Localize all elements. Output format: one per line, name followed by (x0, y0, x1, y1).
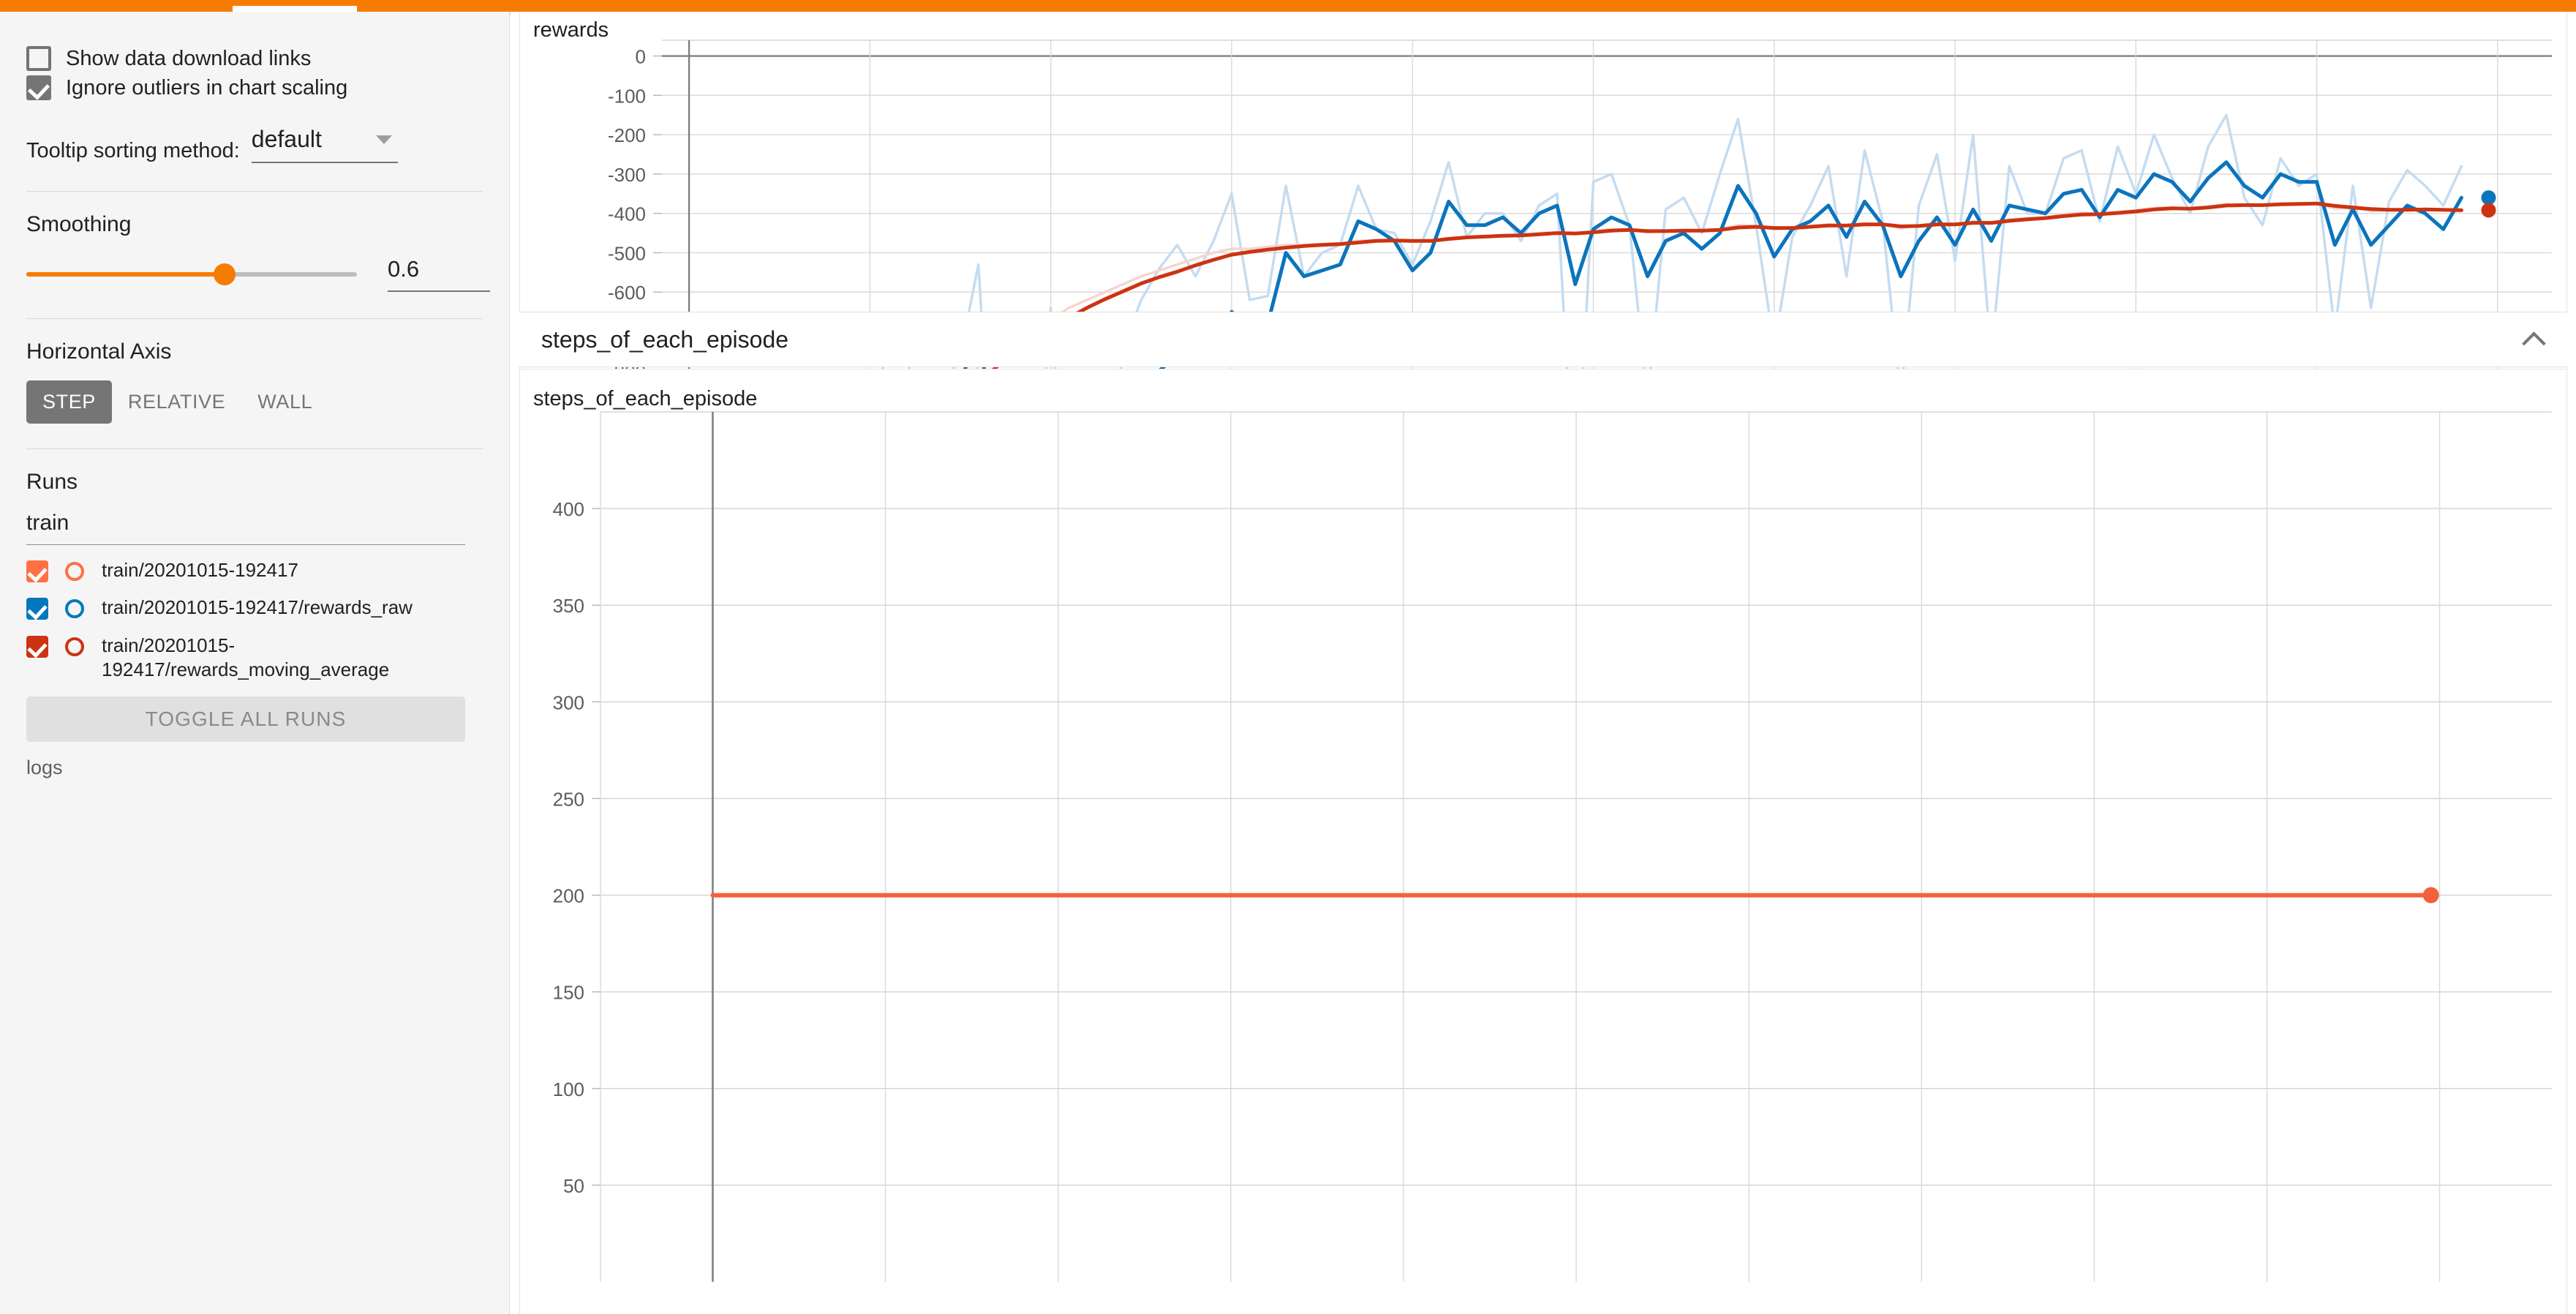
run-color-circle-icon (65, 599, 84, 619)
horizontal-axis-title: Horizontal Axis (26, 339, 172, 364)
smoothing-value-input[interactable]: 0.6 (388, 256, 490, 292)
run-item[interactable]: train/20201015-192417 (26, 558, 490, 582)
smoothing-slider-fill (26, 271, 225, 277)
runs-section: Runs train train/20201015-192417 train/2… (19, 470, 490, 779)
svg-text:350: 350 (553, 595, 584, 617)
runs-filter-input[interactable]: train (26, 511, 465, 545)
runs-title: Runs (26, 470, 78, 494)
run-label: train/20201015-192417/rewards_raw (102, 596, 413, 619)
run-checkbox[interactable] (26, 635, 48, 658)
svg-text:100: 100 (553, 1078, 584, 1100)
show-data-download-links-label: Show data download links (66, 46, 312, 70)
svg-text:400: 400 (553, 498, 584, 520)
horizontal-axis-relative-button[interactable]: RELATIVE (127, 391, 226, 413)
chevron-down-icon (375, 135, 392, 144)
run-item[interactable]: train/20201015-192417/rewards_moving_ave… (26, 634, 490, 683)
run-item[interactable]: train/20201015-192417/rewards_raw (26, 596, 490, 620)
ignore-outliers-row[interactable]: Ignore outliers in chart scaling (26, 73, 490, 102)
smoothing-slider[interactable] (26, 263, 357, 285)
svg-text:250: 250 (553, 788, 584, 810)
ignore-outliers-label: Ignore outliers in chart scaling (66, 75, 348, 100)
svg-text:-200: -200 (608, 124, 646, 146)
svg-text:-100: -100 (608, 85, 646, 107)
divider-smoothing-top (26, 191, 483, 192)
smoothing-slider-row[interactable]: 0.6 (26, 256, 490, 292)
svg-text:-400: -400 (608, 203, 646, 225)
divider-haxis-top (26, 318, 483, 319)
svg-text:150: 150 (553, 982, 584, 1004)
run-checkbox[interactable] (26, 560, 48, 582)
app-top-bar (0, 0, 2576, 12)
steps-section-header[interactable]: steps_of_each_episode (519, 312, 2567, 367)
svg-text:50: 50 (563, 1175, 584, 1197)
run-color-circle-icon (65, 562, 84, 581)
svg-text:-500: -500 (608, 242, 646, 264)
divider-runs-top (26, 448, 483, 449)
charts-area: rewards 0-100-200-300-400-500-600-700-80… (511, 12, 2576, 1314)
logs-label: logs (26, 757, 63, 779)
svg-text:300: 300 (553, 691, 584, 713)
rewards-chart-title: rewards (533, 18, 609, 42)
chevron-up-icon[interactable] (2523, 328, 2545, 350)
tooltip-sorting-select[interactable]: default (251, 126, 398, 163)
steps-plot[interactable]: 400 350 300 250 200 150 100 50 (520, 408, 2561, 1314)
smoothing-slider-thumb[interactable] (214, 263, 236, 285)
smoothing-section: Smoothing 0.6 (19, 212, 490, 292)
run-color-circle-icon (65, 637, 84, 656)
toggle-all-runs-button[interactable]: TOGGLE ALL RUNS (26, 697, 465, 743)
active-tab-indicator (233, 6, 357, 12)
settings-sidebar: Show data download links Ignore outliers… (0, 12, 510, 1314)
run-checkbox[interactable] (26, 598, 48, 620)
tooltip-sorting-row: Tooltip sorting method: default (26, 126, 490, 163)
steps-section-title: steps_of_each_episode (541, 326, 789, 353)
svg-text:-300: -300 (608, 164, 646, 186)
svg-text:-600: -600 (608, 282, 646, 304)
tooltip-sorting-value: default (251, 126, 322, 152)
steps-chart-card: steps_of_each_episode 400 350 300 250 200 150… (519, 369, 2567, 1314)
horizontal-axis-button-group: STEP RELATIVE WALL (26, 380, 490, 424)
horizontal-axis-step-button[interactable]: STEP (26, 380, 112, 424)
show-data-download-links-checkbox[interactable] (26, 46, 51, 71)
steps-chart-title: steps_of_each_episode (533, 387, 758, 410)
horizontal-axis-section: Horizontal Axis STEP RELATIVE WALL (19, 339, 490, 424)
run-label: train/20201015-192417/rewards_moving_ave… (102, 634, 390, 680)
show-data-download-links-row[interactable]: Show data download links (26, 44, 490, 73)
ignore-outliers-checkbox[interactable] (26, 75, 51, 100)
smoothing-title: Smoothing (26, 212, 132, 236)
tooltip-sorting-label: Tooltip sorting method: (26, 139, 240, 162)
svg-text:0: 0 (636, 46, 646, 68)
svg-text:200: 200 (553, 885, 584, 907)
run-label: train/20201015-192417 (102, 559, 298, 581)
horizontal-axis-wall-button[interactable]: WALL (257, 391, 313, 413)
